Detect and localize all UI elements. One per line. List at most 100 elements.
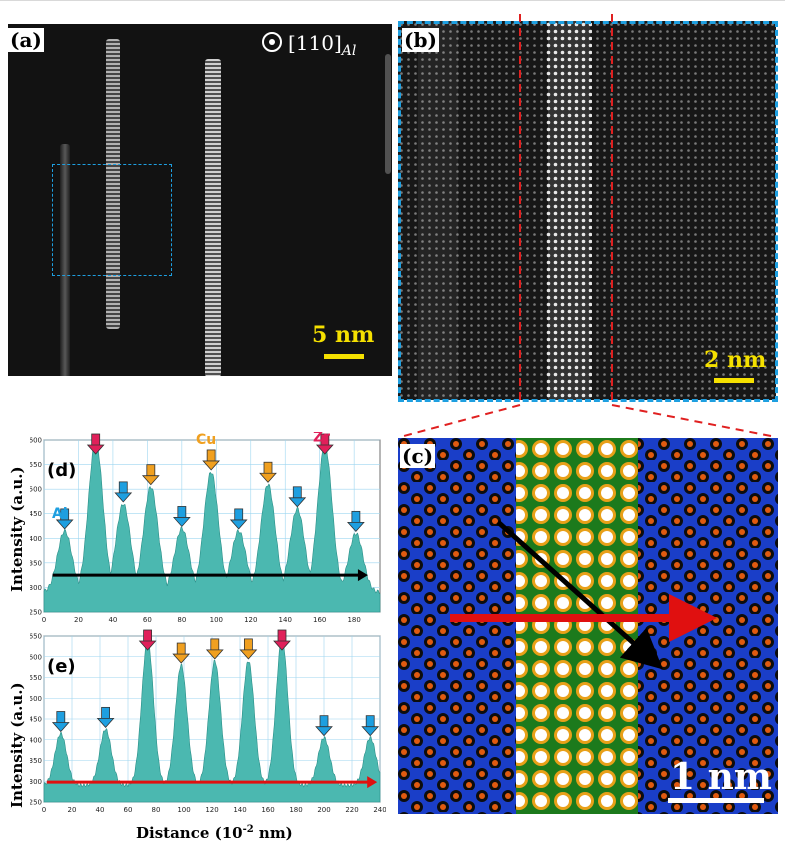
x-tick-label: 120 <box>205 806 218 814</box>
al-peak-arrow <box>288 486 307 508</box>
y-tick-label: 600 <box>30 437 42 445</box>
zr-peak-arrow <box>138 629 157 651</box>
panel-d-ylabel: Intensity (a.u.) <box>8 466 26 592</box>
zone-axis-label: [110]Al <box>262 30 356 59</box>
x-tick-label: 80 <box>177 616 186 624</box>
x-tick-label: 60 <box>143 616 152 624</box>
precipitate-rod-right <box>205 59 221 376</box>
top-rule <box>0 0 785 1</box>
panel-c-scale-text: 1 nm <box>670 756 772 798</box>
profile-direction-arrowhead <box>357 569 368 582</box>
panel-b-frame <box>398 21 778 402</box>
al-peak-arrow <box>55 508 74 530</box>
x-tick-label: 40 <box>108 616 117 624</box>
panel-a-scale-bar <box>324 354 364 359</box>
y-tick-label: 300 <box>30 778 42 786</box>
x-tick-label: 140 <box>233 806 246 814</box>
panel-a-haadf-image: [110]Al 5 nm <box>8 24 392 376</box>
al-peak-arrow <box>346 510 365 532</box>
cu-annotation: Cu <box>196 432 216 448</box>
al-peak-arrow <box>229 508 248 530</box>
al-peak-arrow <box>96 706 115 728</box>
precipitate-rod-left <box>60 144 70 376</box>
y-tick-label: 650 <box>30 633 42 641</box>
x-tick-label: 0 <box>42 616 46 624</box>
y-tick-label: 550 <box>30 461 42 469</box>
y-tick-label: 350 <box>30 757 42 765</box>
panel-e-chart: 0 20 40 60 80 100 120 140 160 180 200 220 240 250 300 3… <box>30 629 386 814</box>
x-tick-label: 60 <box>124 806 133 814</box>
al-peak-arrow <box>315 715 333 737</box>
y-tick-label: 450 <box>30 716 42 724</box>
x-tick-label: 200 <box>317 806 330 814</box>
x-tick-label: 100 <box>177 806 190 814</box>
x-tick-label: 240 <box>373 806 386 814</box>
zr-peak-arrow <box>273 629 291 651</box>
y-tick-label: 250 <box>30 799 42 807</box>
y-tick-label: 400 <box>30 736 42 744</box>
panel-c-label: (c) <box>400 444 436 468</box>
panel-d-chart: 0 20 40 60 80 100 120 140 160 180 250 300 350 400 450 5… <box>30 432 381 624</box>
x-tick-label: 80 <box>152 806 161 814</box>
y-tick-label: 350 <box>30 559 42 567</box>
y-tick-label: 550 <box>30 674 42 682</box>
x-tick-label: 20 <box>68 806 77 814</box>
y-tick-label: 400 <box>30 535 42 543</box>
x-tick-label: 20 <box>74 616 83 624</box>
y-tick-label: 500 <box>30 695 42 703</box>
cu-peak-arrow <box>205 638 224 660</box>
panel-b-lattice <box>398 21 776 400</box>
y-tick-label: 500 <box>30 486 42 494</box>
panel-c-scale-bar <box>668 798 764 803</box>
y-tick-label: 250 <box>30 609 42 617</box>
zr-peak-arrow <box>315 433 334 455</box>
circle-dot-icon <box>262 32 282 52</box>
y-tick-label: 600 <box>30 653 42 661</box>
y-tick-label: 450 <box>30 510 42 518</box>
x-tick-label: 160 <box>313 616 326 624</box>
al-peak-arrow <box>361 715 380 737</box>
x-tick-label: 180 <box>289 806 302 814</box>
al-peak-arrow <box>51 711 70 733</box>
panel-b-scale-text: 2 nm <box>704 347 767 373</box>
x-tick-label: 140 <box>279 616 292 624</box>
panel-c-arrows <box>450 520 717 670</box>
panel-a-scale-text: 5 nm <box>312 322 375 348</box>
intensity-profile <box>43 637 381 803</box>
profile-direction-arrowhead <box>367 776 378 789</box>
precipitate-rod-edge <box>385 54 391 174</box>
distance-xlabel-text: Distance (10 <box>136 824 243 842</box>
x-tick-label: 100 <box>210 616 223 624</box>
y-tick-label: 300 <box>30 584 42 592</box>
x-tick-label: 160 <box>261 806 274 814</box>
chart-panel-label: (d) <box>47 460 76 481</box>
zr-peak-arrow <box>86 433 105 455</box>
al-peak-arrow <box>114 481 133 503</box>
cu-peak-arrow <box>141 464 160 486</box>
panel-e-ylabel: Intensity (a.u.) <box>8 682 26 808</box>
panel-a-label: (a) <box>8 28 44 52</box>
x-tick-label: 40 <box>96 806 105 814</box>
al-annotation: Al <box>52 506 68 522</box>
x-tick-label: 220 <box>345 806 358 814</box>
precipitate-rod-middle <box>106 39 120 329</box>
cu-peak-arrow <box>202 449 221 471</box>
panel-b-scale-bar <box>714 378 754 383</box>
zone-axis-subscript: Al <box>341 43 357 59</box>
cu-peak-arrow <box>239 638 258 660</box>
x-tick-label: 180 <box>347 616 360 624</box>
distance-xlabel-unit: nm) <box>253 824 293 842</box>
zr-annotation: Zr <box>313 432 330 446</box>
al-peak-arrow <box>172 506 191 528</box>
x-tick-label: 120 <box>244 616 257 624</box>
distance-xlabel: Distance (10-2 nm) <box>136 824 293 842</box>
panel-b-atomic-image <box>398 21 776 400</box>
chart-panel-label: (e) <box>47 656 76 677</box>
cu-peak-arrow <box>259 461 277 483</box>
zone-axis-index: [110] <box>288 31 342 55</box>
distance-xlabel-exp: -2 <box>242 824 254 835</box>
panel-c-colormap: 1 nm <box>398 438 778 814</box>
panel-b-label: (b) <box>402 28 439 52</box>
x-tick-label: 0 <box>42 806 46 814</box>
